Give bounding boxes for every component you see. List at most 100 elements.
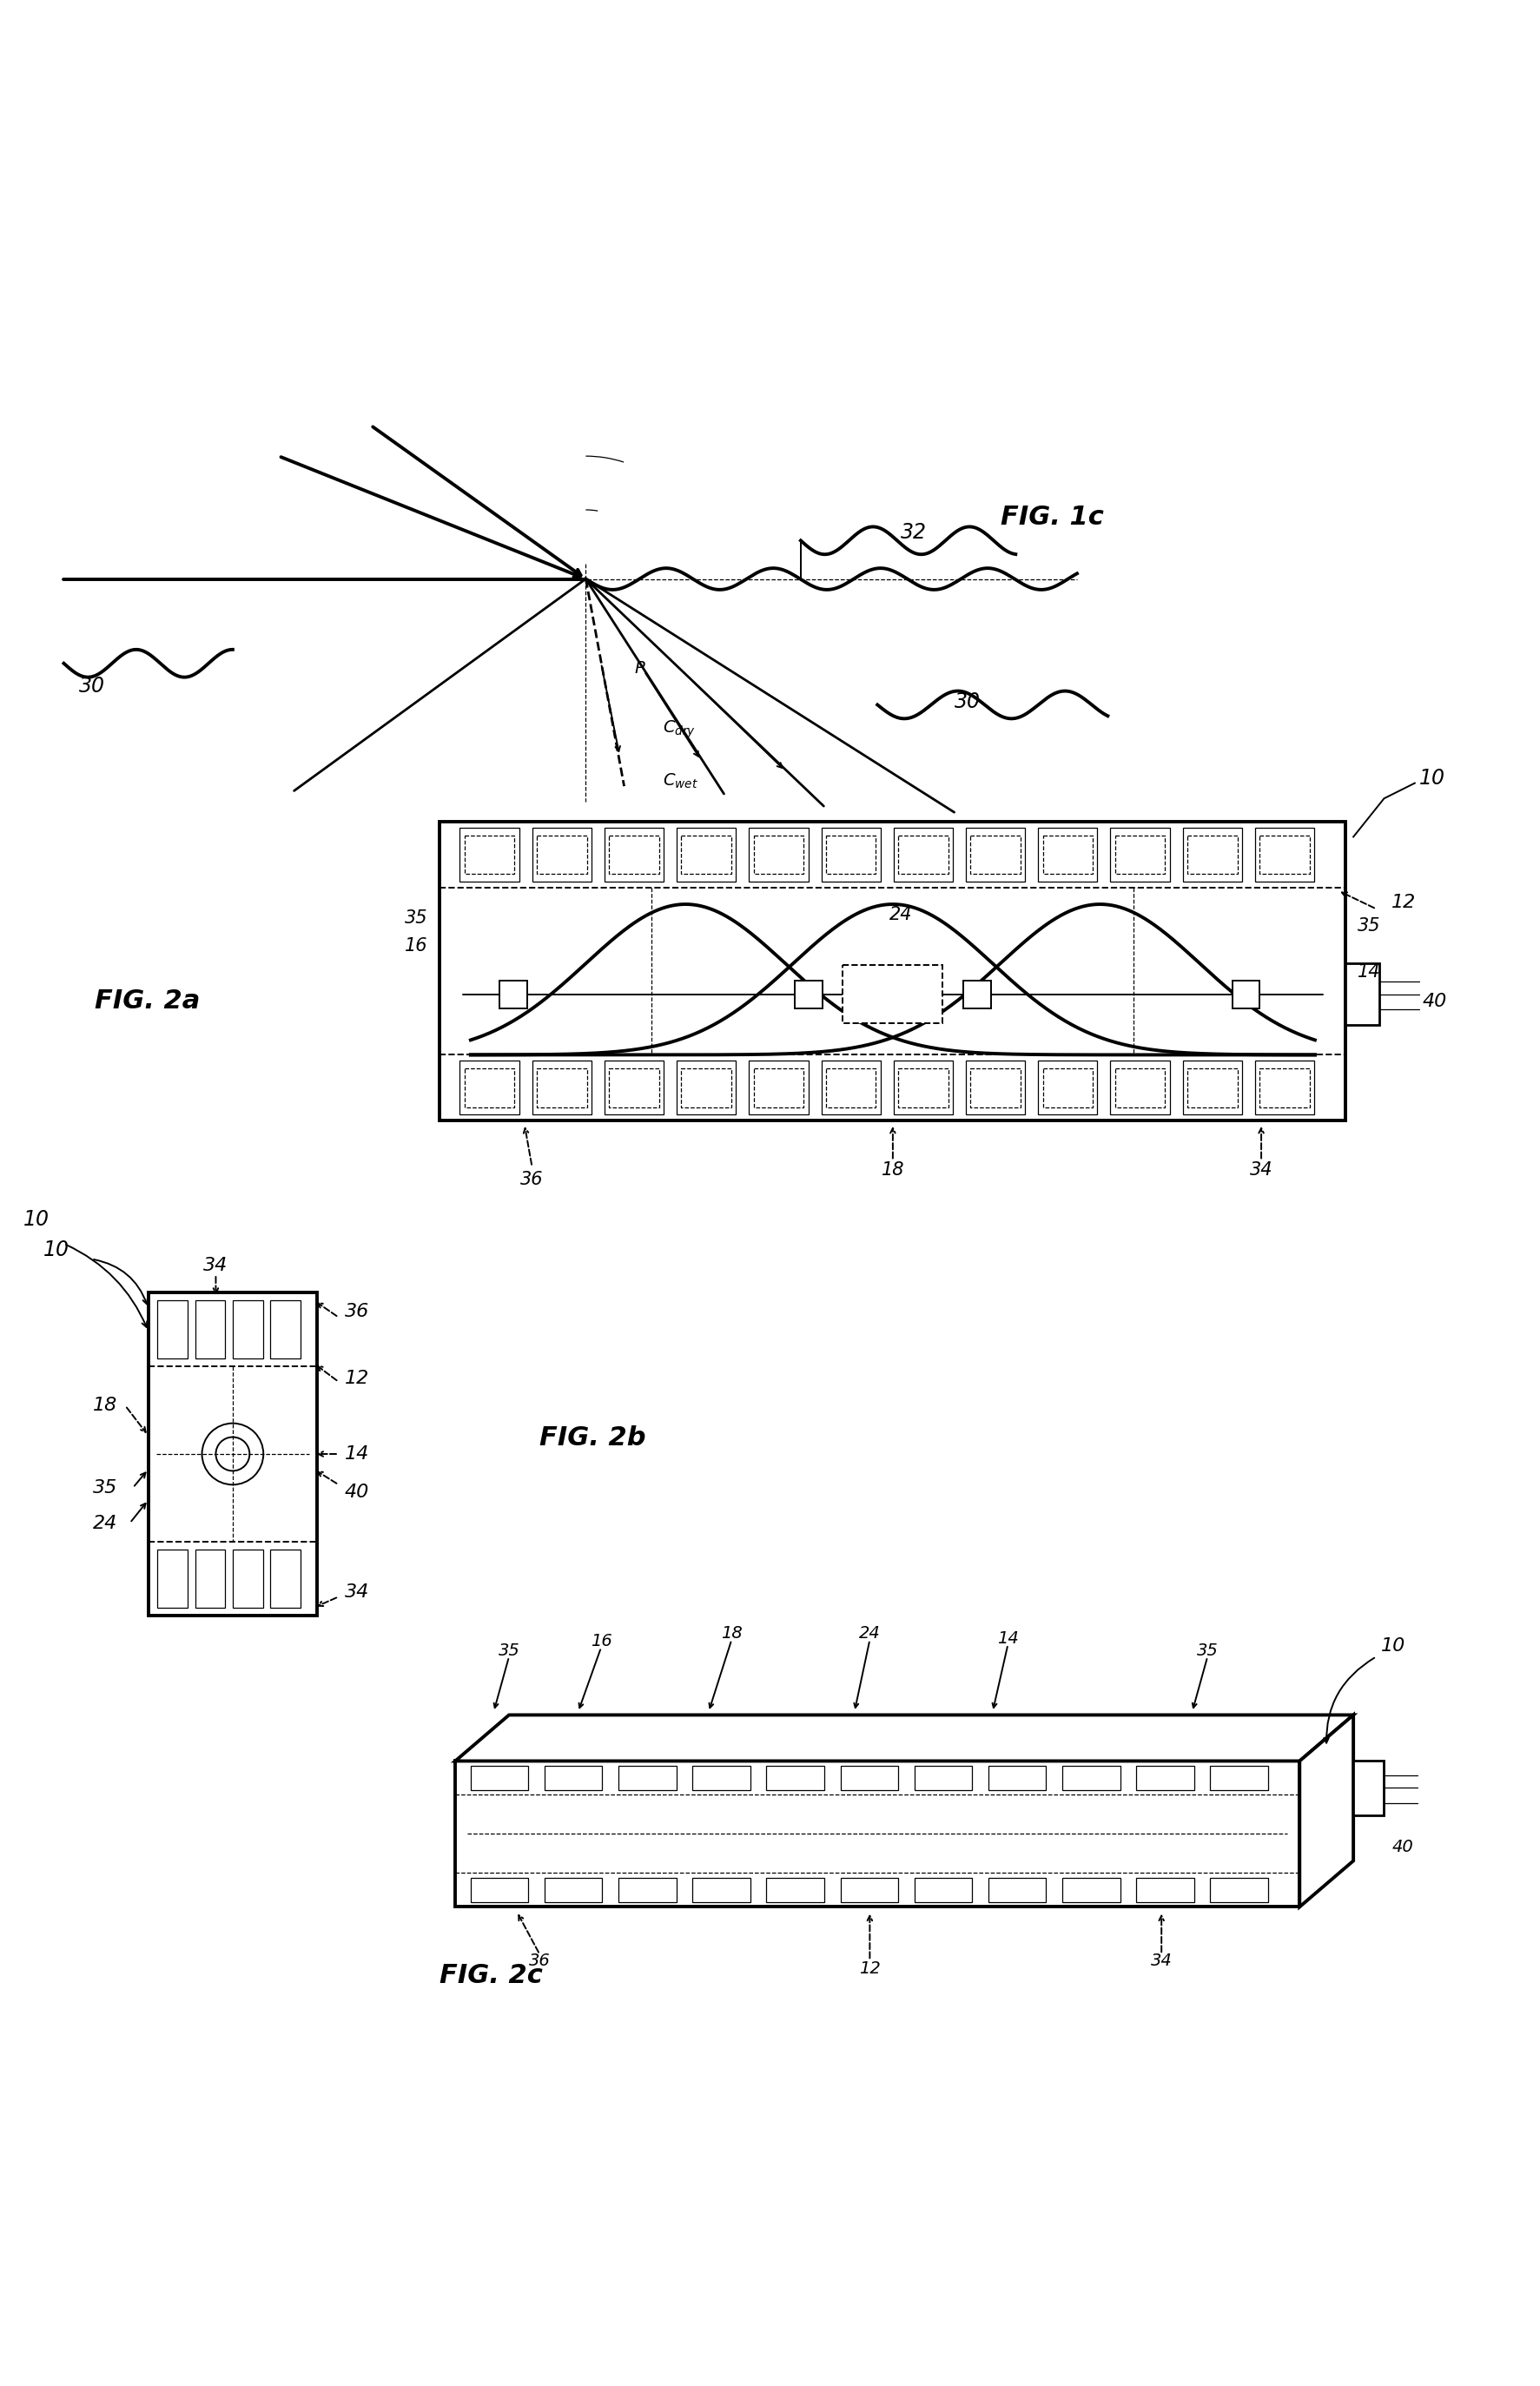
Bar bbox=[821, 828, 881, 880]
Bar bbox=[767, 1766, 824, 1790]
Bar bbox=[989, 1766, 1046, 1790]
Text: 36: 36 bbox=[521, 1172, 544, 1188]
Bar bbox=[915, 1766, 972, 1790]
Bar bbox=[233, 1300, 263, 1358]
Bar bbox=[1137, 1766, 1194, 1790]
Bar bbox=[456, 1761, 1300, 1906]
Bar bbox=[460, 1062, 519, 1114]
Text: FIG. 2a: FIG. 2a bbox=[94, 988, 200, 1014]
Bar bbox=[1183, 828, 1241, 880]
Bar bbox=[898, 835, 949, 873]
Text: 34: 34 bbox=[1250, 1162, 1272, 1179]
Bar bbox=[1063, 1766, 1120, 1790]
Bar bbox=[605, 828, 664, 880]
Bar bbox=[676, 1062, 736, 1114]
Text: 18: 18 bbox=[721, 1625, 742, 1642]
Text: $C_{dry}$: $C_{dry}$ bbox=[662, 718, 696, 740]
Bar bbox=[1187, 835, 1237, 873]
Bar bbox=[157, 1300, 188, 1358]
Bar bbox=[1187, 1069, 1237, 1107]
Bar bbox=[1115, 835, 1166, 873]
Text: 24: 24 bbox=[889, 907, 912, 923]
Text: 14: 14 bbox=[345, 1446, 370, 1463]
Bar bbox=[964, 981, 992, 1007]
Bar bbox=[753, 1069, 804, 1107]
Text: 24: 24 bbox=[92, 1515, 117, 1532]
Text: 16: 16 bbox=[405, 938, 428, 954]
Text: 30: 30 bbox=[79, 675, 105, 697]
Bar bbox=[748, 1062, 808, 1114]
Text: 14: 14 bbox=[998, 1630, 1018, 1646]
Bar bbox=[1255, 1062, 1314, 1114]
Bar bbox=[893, 1062, 953, 1114]
Text: 35: 35 bbox=[1358, 916, 1381, 935]
Text: FIG. 1c: FIG. 1c bbox=[1001, 506, 1104, 530]
Bar bbox=[233, 1549, 263, 1608]
Bar bbox=[271, 1300, 300, 1358]
Bar bbox=[608, 835, 659, 873]
Bar bbox=[271, 1549, 300, 1608]
Text: 12: 12 bbox=[345, 1370, 370, 1386]
Bar bbox=[753, 835, 804, 873]
Text: 40: 40 bbox=[1423, 993, 1448, 1012]
Bar bbox=[893, 828, 953, 880]
Text: 35: 35 bbox=[1197, 1642, 1218, 1658]
Text: 32: 32 bbox=[901, 523, 927, 544]
Bar bbox=[471, 1878, 528, 1902]
Polygon shape bbox=[456, 1716, 1354, 1761]
Bar bbox=[1137, 1878, 1194, 1902]
Text: 10: 10 bbox=[1381, 1637, 1406, 1653]
Bar bbox=[825, 1069, 876, 1107]
Text: 35: 35 bbox=[499, 1642, 521, 1658]
Bar bbox=[196, 1549, 225, 1608]
Bar bbox=[1043, 1069, 1093, 1107]
Text: 36: 36 bbox=[528, 1952, 550, 1968]
Bar bbox=[608, 1069, 659, 1107]
Bar bbox=[196, 1300, 225, 1358]
Polygon shape bbox=[1300, 1716, 1354, 1906]
Bar bbox=[821, 1062, 881, 1114]
Bar bbox=[966, 828, 1026, 880]
Bar bbox=[795, 981, 822, 1007]
Bar bbox=[619, 1878, 676, 1902]
Bar bbox=[1038, 828, 1098, 880]
Bar bbox=[1110, 1062, 1170, 1114]
Bar bbox=[465, 1069, 514, 1107]
Bar bbox=[681, 1069, 732, 1107]
Bar bbox=[500, 981, 527, 1007]
Text: 34: 34 bbox=[203, 1257, 228, 1274]
Bar bbox=[1210, 1766, 1267, 1790]
Bar bbox=[1183, 1062, 1241, 1114]
Bar bbox=[1354, 1761, 1384, 1816]
Bar bbox=[898, 1069, 949, 1107]
Bar bbox=[966, 1062, 1026, 1114]
Bar bbox=[693, 1766, 750, 1790]
Bar bbox=[440, 821, 1346, 1121]
Text: P: P bbox=[634, 659, 645, 675]
Text: 10: 10 bbox=[43, 1238, 69, 1260]
Bar bbox=[1346, 964, 1380, 1026]
Bar bbox=[1260, 835, 1309, 873]
Bar bbox=[471, 1766, 528, 1790]
Bar bbox=[148, 1293, 317, 1615]
Bar bbox=[825, 835, 876, 873]
Bar bbox=[465, 835, 514, 873]
Text: 24: 24 bbox=[859, 1625, 881, 1642]
Bar bbox=[1232, 981, 1260, 1007]
Bar bbox=[767, 1878, 824, 1902]
Bar bbox=[537, 835, 587, 873]
Bar bbox=[1115, 1069, 1166, 1107]
Text: 30: 30 bbox=[955, 692, 981, 711]
Bar bbox=[537, 1069, 587, 1107]
Text: 16: 16 bbox=[590, 1632, 611, 1649]
Text: 10: 10 bbox=[1420, 768, 1446, 790]
Bar bbox=[545, 1878, 602, 1902]
Bar bbox=[1110, 828, 1170, 880]
Bar bbox=[1063, 1878, 1120, 1902]
Text: 10: 10 bbox=[23, 1210, 49, 1229]
Text: 34: 34 bbox=[1150, 1952, 1172, 1968]
Bar bbox=[1255, 828, 1314, 880]
Bar bbox=[915, 1878, 972, 1902]
Text: $C_{wet}$: $C_{wet}$ bbox=[662, 773, 698, 790]
Bar bbox=[533, 828, 591, 880]
